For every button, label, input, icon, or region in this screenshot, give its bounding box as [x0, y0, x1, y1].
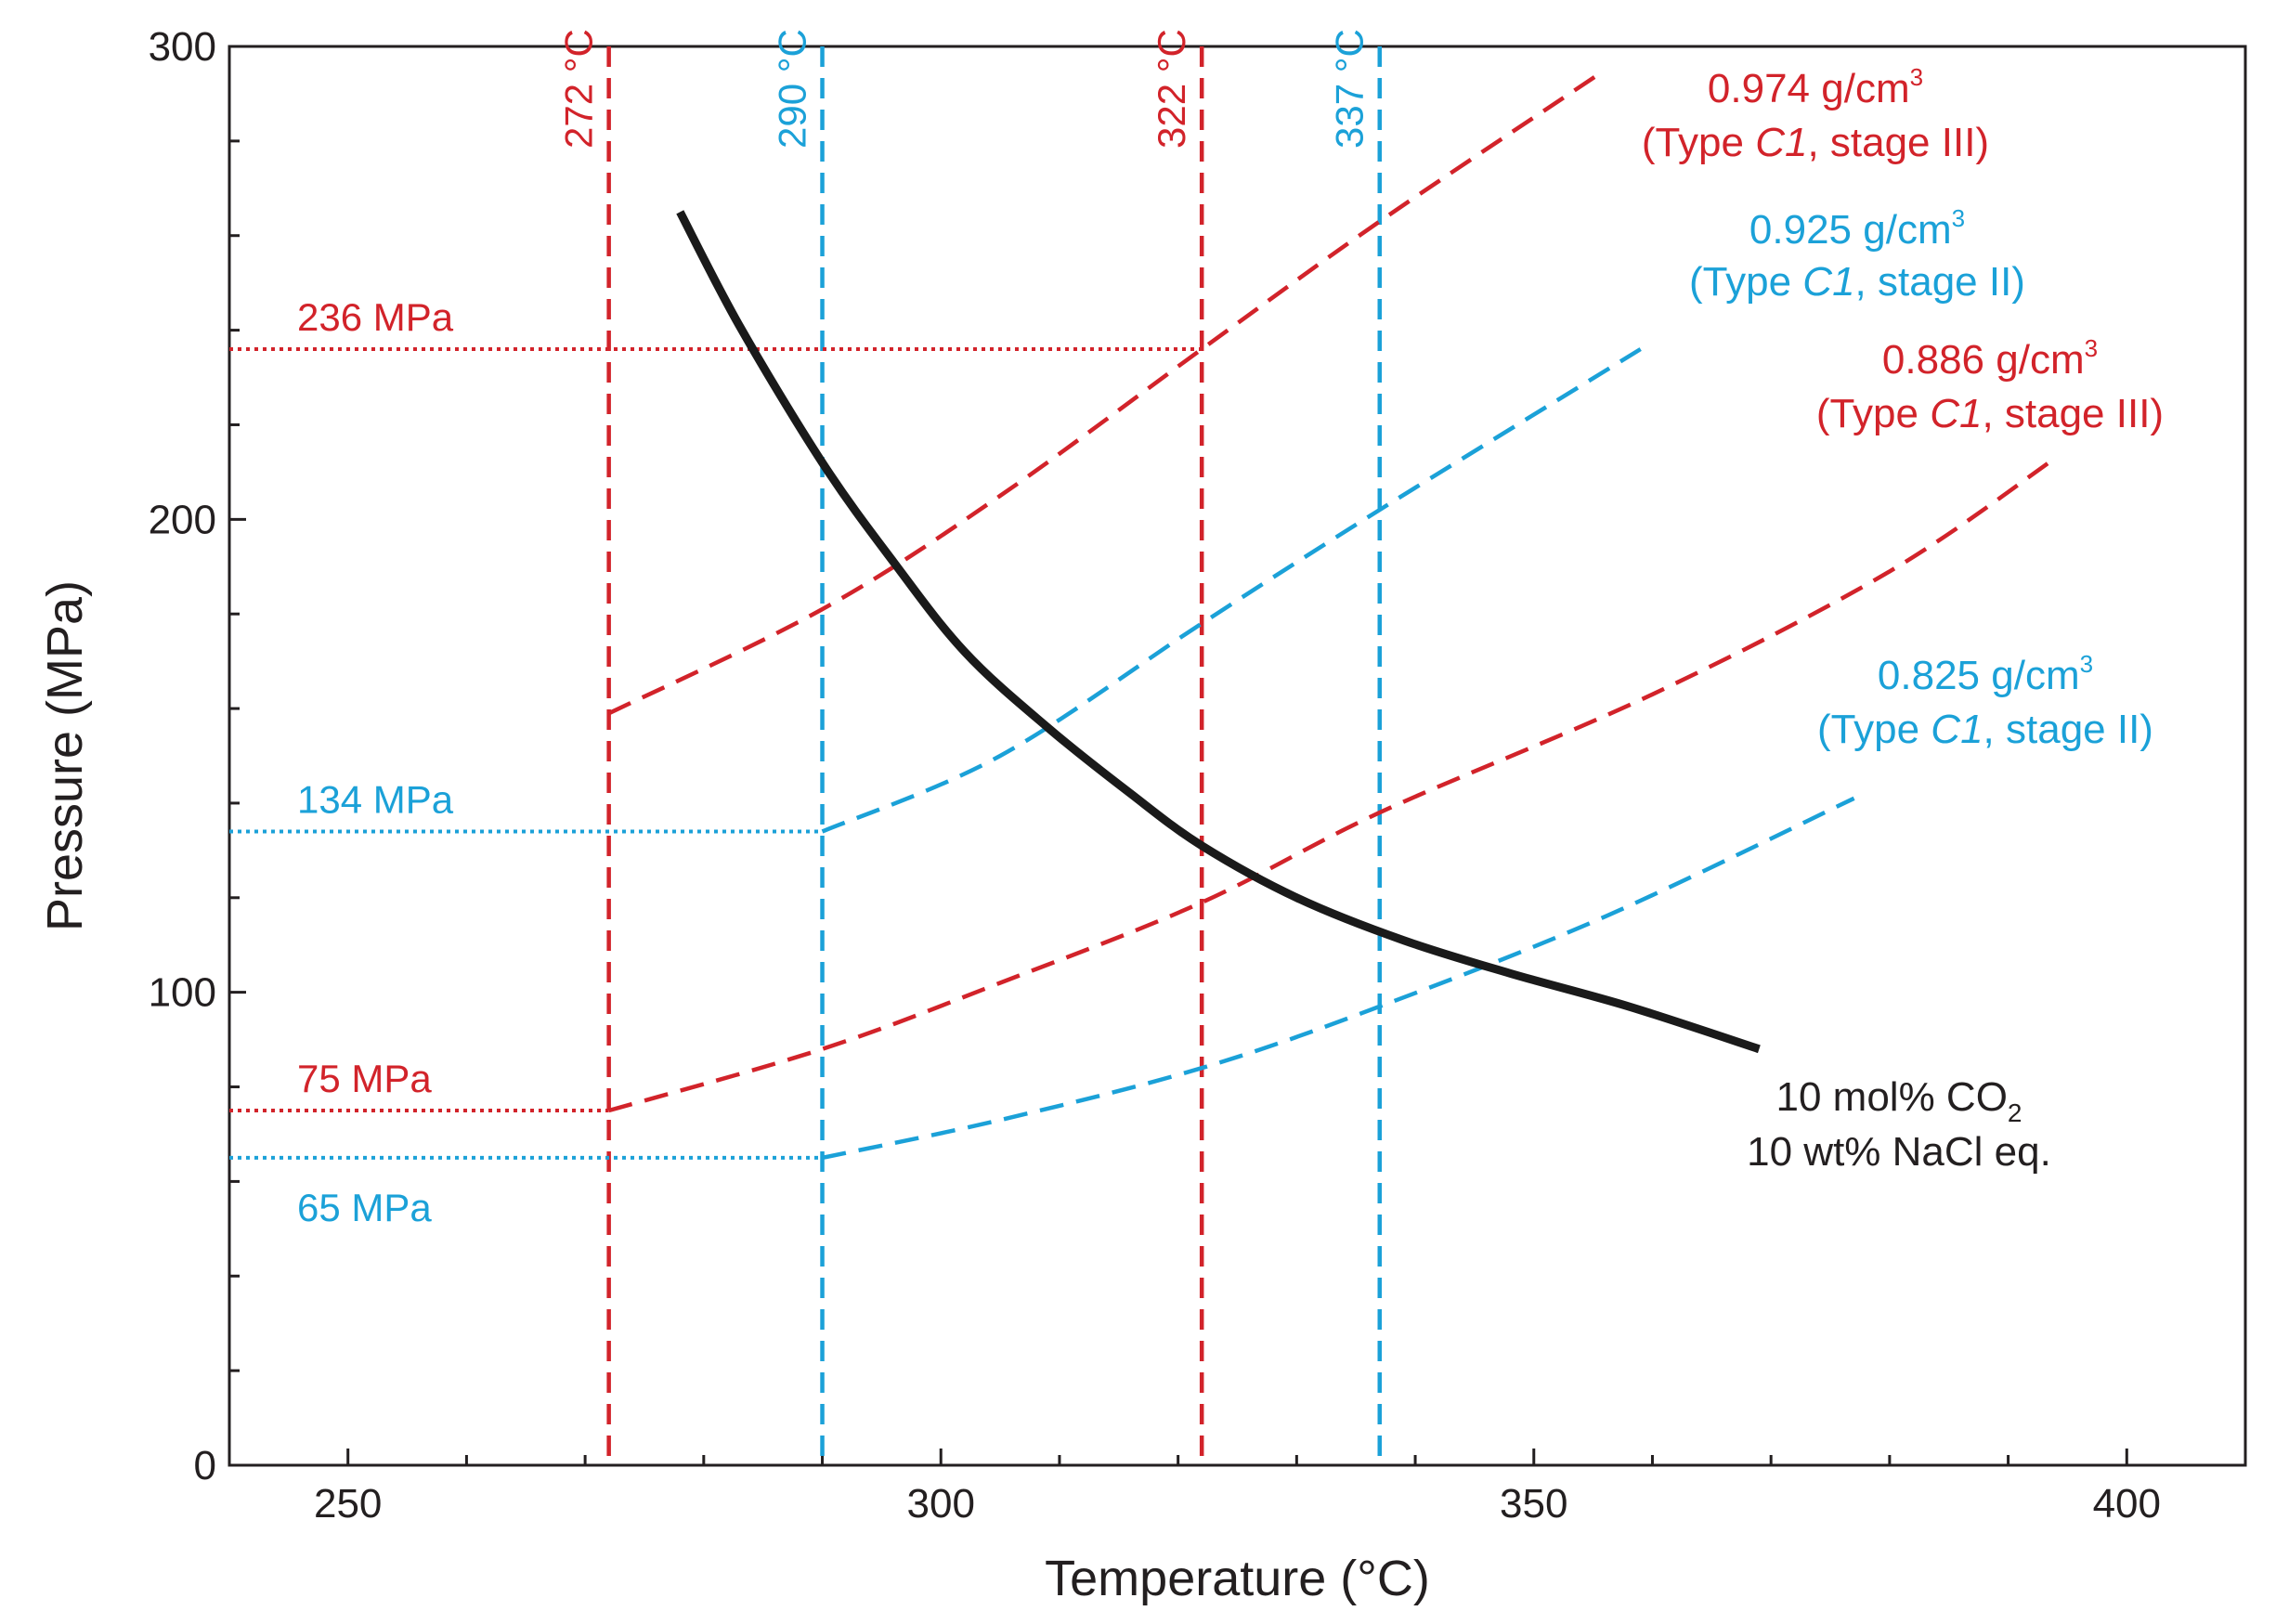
isochore-0925-type-label: (Type C1, stage II)	[1689, 259, 2025, 305]
t-337-label: 337 °C	[1328, 29, 1372, 149]
isochore-0886-curve	[608, 456, 2057, 1113]
p-75-label: 75 MPa	[297, 1057, 432, 1100]
isochore-0886-type-label: (Type C1, stage III)	[1816, 391, 2164, 436]
density-unit-superscript: 3	[2085, 334, 2098, 362]
isochore-0925-density-label: 0.925 g/cm3	[1749, 204, 1965, 253]
x-axis-title: Temperature (°C)	[1045, 1551, 1430, 1606]
p-134-label: 134 MPa	[297, 777, 454, 821]
type-suffix: , stage II)	[1983, 707, 2153, 752]
isochore-labels: 0.974 g/cm3(Type C1, stage III)0.925 g/c…	[1642, 63, 2164, 752]
isochore-0974-density-label: 0.974 g/cm3	[1708, 63, 1923, 111]
isochore-0886-density-label: 0.886 g/cm3	[1882, 334, 2098, 383]
density-value: 0.886 g/cm	[1882, 337, 2085, 383]
density-unit-superscript: 3	[1952, 204, 1965, 232]
p-236-label: 236 MPa	[297, 295, 454, 339]
solvus-label-salinity: 10 wt% NaCl eq.	[1747, 1129, 2051, 1175]
y-axis-ticks: 0 100 200 300	[149, 24, 246, 1488]
t-322-label: 322 °C	[1150, 29, 1193, 149]
type-prefix: (Type	[1689, 259, 1802, 305]
y-axis-title: Pressure (MPa)	[37, 580, 93, 931]
type-code: C1	[1802, 259, 1854, 305]
density-unit-superscript: 3	[2080, 650, 2093, 678]
y-tick-label: 200	[149, 497, 216, 542]
solvus-curve	[676, 210, 1761, 1054]
solvus-label-composition: 10 mol% CO2	[1776, 1074, 2022, 1127]
type-suffix: , stage III)	[1807, 120, 1989, 165]
isochore-0825-curve	[822, 796, 1855, 1161]
type-code: C1	[1931, 707, 1983, 752]
y-tick-label: 0	[194, 1443, 216, 1488]
density-value: 0.925 g/cm	[1749, 207, 1952, 253]
type-code: C1	[1755, 120, 1807, 165]
type-code: C1	[1930, 391, 1982, 436]
x-tick-label: 350	[1500, 1481, 1567, 1527]
type-prefix: (Type	[1642, 120, 1755, 165]
type-suffix: , stage II)	[1855, 259, 2025, 305]
type-suffix: , stage III)	[1982, 391, 2164, 436]
isochore-0925-curve	[821, 347, 1642, 834]
isochore-0974-type-label: (Type C1, stage III)	[1642, 120, 1989, 165]
type-prefix: (Type	[1817, 707, 1931, 752]
co2-text: 10 mol% CO	[1776, 1074, 2008, 1120]
isochore-0825-density-label: 0.825 g/cm3	[1878, 650, 2093, 698]
y-tick-label: 300	[149, 24, 216, 70]
isochores	[607, 68, 2057, 1161]
density-value: 0.825 g/cm	[1878, 653, 2080, 698]
x-tick-label: 400	[2093, 1481, 2161, 1527]
co2-subscript: 2	[2008, 1098, 2022, 1127]
x-axis-ticks: 250 300 350 400	[228, 1449, 2247, 1527]
x-tick-label: 300	[907, 1481, 975, 1527]
type-prefix: (Type	[1816, 391, 1930, 436]
isochore-0974-curve	[607, 68, 1606, 716]
plot-frame	[228, 45, 2247, 1467]
density-value: 0.974 g/cm	[1708, 66, 1910, 111]
isochore-0825-type-label: (Type C1, stage II)	[1817, 707, 2153, 752]
y-tick-label: 100	[149, 970, 216, 1016]
temperature-lines: 272 °C 290 °C 322 °C 337 °C	[557, 29, 1382, 1465]
t-290-label: 290 °C	[771, 29, 814, 149]
t-272-label: 272 °C	[557, 29, 601, 149]
x-tick-label: 250	[314, 1481, 382, 1527]
p-65-label: 65 MPa	[297, 1186, 432, 1229]
pressure-markers: 236 MPa 134 MPa 75 MPa 65 MPa	[229, 295, 1203, 1229]
density-unit-superscript: 3	[1910, 63, 1923, 91]
